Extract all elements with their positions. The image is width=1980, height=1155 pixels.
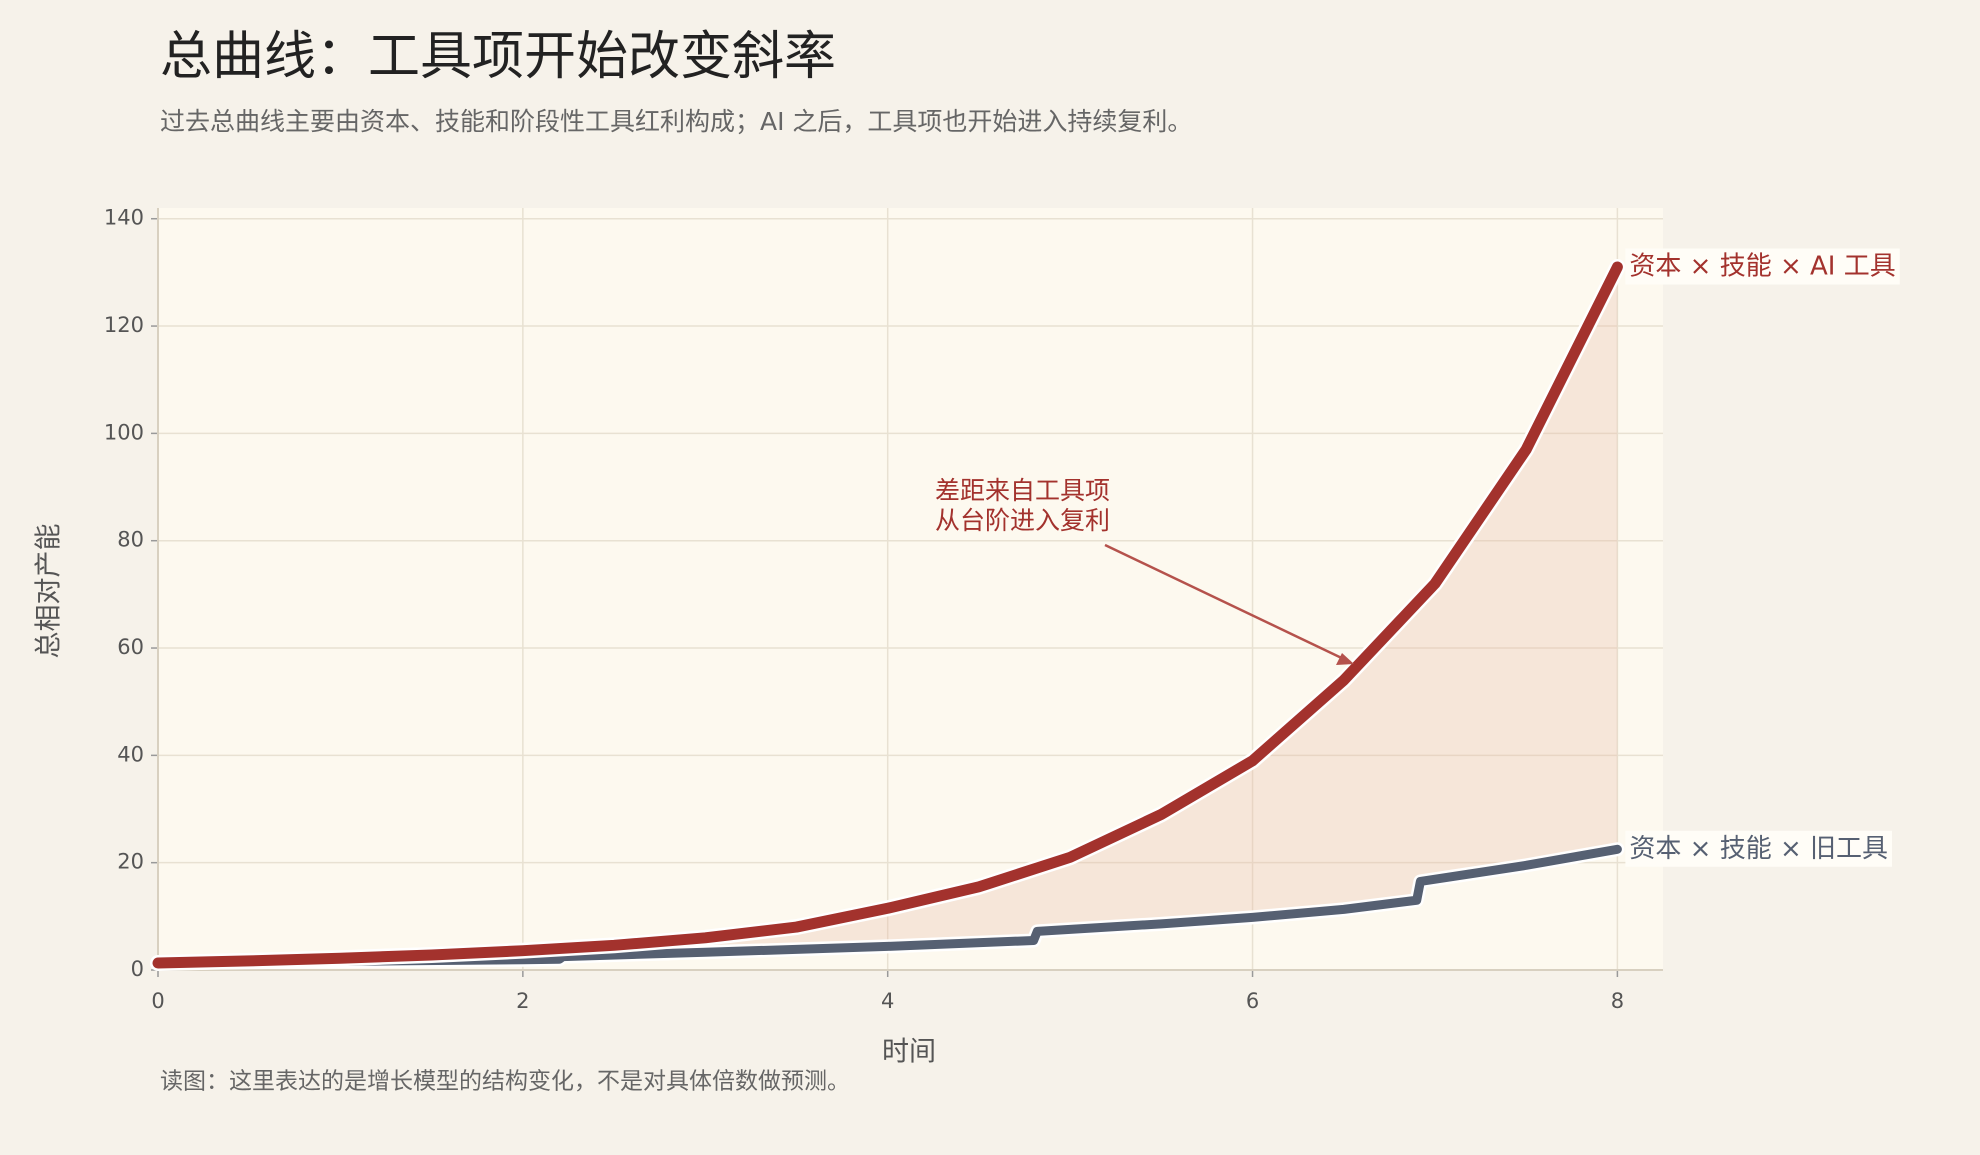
y-tick-label: 40	[117, 742, 144, 766]
legend-entry: 资本 × 技能 × 旧工具	[1625, 830, 1893, 867]
series-label-bg	[1625, 248, 1900, 285]
footnote: 读图：这里表达的是增长模型的结构变化，不是对具体倍数做预测。	[160, 1069, 850, 1095]
y-tick-label: 0	[131, 957, 144, 981]
annotation-arrowhead	[1336, 653, 1354, 665]
x-tick-label: 4	[881, 989, 894, 1013]
gap-area	[158, 267, 1618, 964]
annotation: 差距来自工具项	[935, 476, 1110, 505]
series-label: 资本 × 技能 × 旧工具	[1629, 834, 1888, 864]
y-tick-label: 140	[104, 206, 144, 230]
legend-entry: 资本 × 技能 × AI 工具	[1625, 248, 1900, 285]
x-axis-label: 时间	[882, 1037, 936, 1068]
plot-area	[158, 208, 1663, 970]
annotation-arrow	[1104, 543, 1351, 664]
chart-title: 总曲线：工具项开始改变斜率	[160, 27, 836, 87]
y-tick-label: 120	[104, 313, 144, 337]
annotation: 从台阶进入复利	[935, 506, 1110, 535]
y-tick-label: 80	[117, 528, 144, 552]
line	[152, 261, 1623, 969]
line	[153, 844, 1622, 968]
y-tick-label: 20	[117, 850, 144, 874]
series-label: 资本 × 技能 × AI 工具	[1629, 252, 1895, 282]
y-axis-label: 总相对产能	[34, 524, 65, 659]
chart-subtitle: 过去总曲线主要由资本、技能和阶段性工具红利构成；AI 之后，工具项也开始进入持续…	[160, 107, 1192, 136]
x-tick-label: 0	[151, 989, 164, 1013]
x-tick-label: 6	[1246, 989, 1259, 1013]
x-tick-label: 2	[516, 989, 529, 1013]
y-tick-label: 100	[104, 420, 144, 444]
series-label-bg	[1625, 830, 1893, 867]
y-tick-label: 60	[117, 635, 144, 659]
x-tick-label: 8	[1611, 989, 1624, 1013]
